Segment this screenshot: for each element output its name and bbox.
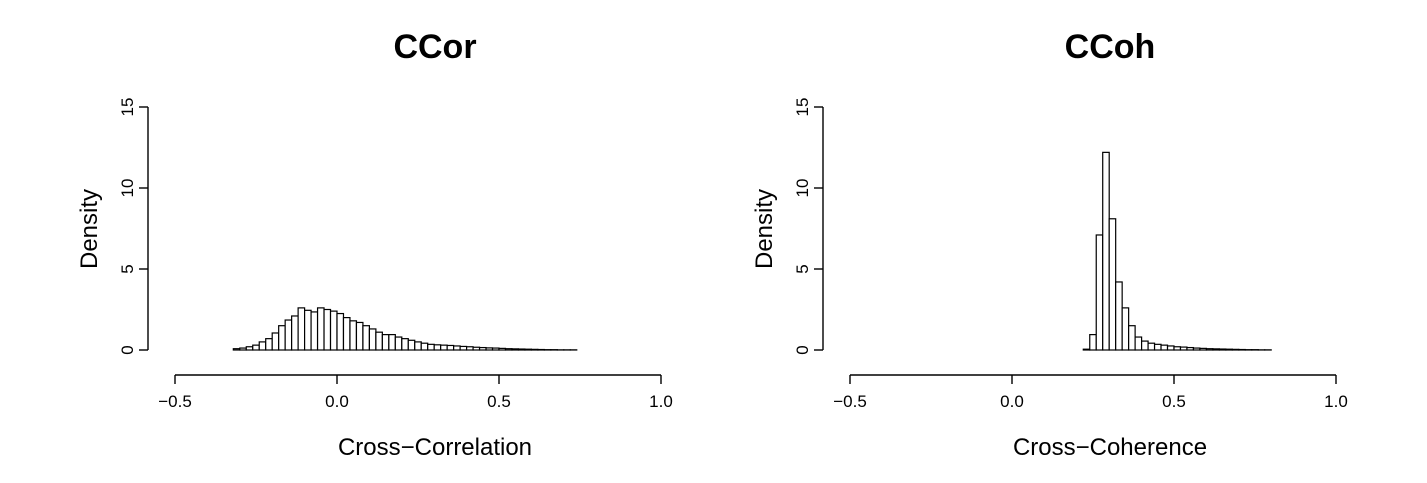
- ccor-histogram-bar: [336, 312, 345, 351]
- ccor-histogram-bar: [291, 315, 299, 351]
- ccoh-histogram-bar: [1115, 281, 1123, 351]
- ccor-histogram-bar: [407, 339, 416, 351]
- ccoh-y-tick-label: 15: [793, 98, 812, 117]
- ccoh-histogram-bar: [1205, 348, 1214, 351]
- ccor-histogram-bar: [401, 338, 409, 351]
- ccoh-histogram-bar: [1147, 342, 1156, 351]
- ccor-histogram-bar: [245, 346, 254, 351]
- ccor-histogram-bar: [239, 347, 247, 351]
- ccor-y-tick-label: 0: [118, 345, 137, 354]
- ccor-histogram-bar: [491, 347, 500, 351]
- ccoh-y-axis-label: Density: [751, 189, 778, 269]
- ccor-histogram-bar: [453, 345, 461, 351]
- ccor-y-axis-label: Density: [76, 189, 103, 269]
- ccoh-histogram-bar: [1218, 348, 1227, 351]
- ccor-histogram-bar: [278, 325, 286, 351]
- ccoh-x-tick-label: 0.5: [1162, 392, 1186, 411]
- ccoh-x-tick-label: 1.0: [1324, 392, 1348, 411]
- ccor-histogram-bar: [433, 344, 442, 351]
- ccor-histogram-bar: [323, 308, 332, 351]
- ccoh-histogram-bar: [1095, 234, 1104, 351]
- ccor-histogram-bar: [284, 319, 293, 351]
- ccor-histogram-bar: [466, 346, 474, 351]
- ccor-histogram-bar: [530, 348, 539, 351]
- ccor-plot-area: −0.5 0.0 0.5 1.0 0 5 10 15: [118, 98, 673, 411]
- ccoh-histogram-bar: [1134, 336, 1143, 351]
- ccoh-histogram-bar: [1089, 334, 1097, 351]
- ccor-histogram-bar: [232, 348, 241, 351]
- ccor-histogram-bar: [297, 307, 306, 351]
- ccoh-histogram-bar: [1082, 348, 1091, 351]
- ccor-title: CCor: [393, 28, 476, 66]
- ccoh-histogram-bar: [1121, 307, 1130, 351]
- ccor-y-tick-label: 15: [118, 98, 137, 117]
- ccor-histogram-bar: [368, 328, 377, 351]
- ccor-histogram-bar: [459, 345, 468, 351]
- ccor-y-tick-label: 5: [118, 264, 137, 273]
- ccoh-histogram-bar: [1140, 340, 1149, 351]
- ccoh-histogram-panel: CCoh Cross−Coherence Density −0.5 0.0 0.5 1…: [751, 28, 1348, 461]
- ccoh-histogram-bar: [1179, 346, 1188, 351]
- ccor-histogram-bar: [362, 325, 371, 351]
- ccor-x-axis-label: Cross−Correlation: [338, 434, 532, 461]
- ccor-x-tick-label: −0.5: [158, 392, 192, 411]
- ccor-histogram-bar: [342, 317, 351, 351]
- ccoh-histogram-bar: [1166, 345, 1175, 351]
- ccor-histogram-bar: [381, 334, 390, 351]
- ccoh-plot-area: −0.5 0.0 0.5 1.0 0 5 10 15: [793, 98, 1348, 411]
- ccor-histogram-bar: [440, 344, 448, 351]
- ccor-histogram-bar: [304, 309, 312, 351]
- ccor-histogram-bar: [478, 346, 487, 351]
- ccor-histogram-bar: [258, 341, 267, 351]
- ccoh-histogram-bar: [1231, 348, 1240, 351]
- ccoh-y-tick-label: 0: [793, 345, 812, 354]
- ccoh-y-tick-label: 5: [793, 264, 812, 273]
- ccor-x-tick-label: 1.0: [649, 392, 673, 411]
- ccor-x-tick-label: 0.5: [487, 392, 511, 411]
- ccor-histogram-bar: [414, 341, 422, 351]
- ccoh-histogram-bar: [1225, 348, 1233, 351]
- ccoh-histogram-bar: [1108, 218, 1117, 351]
- ccoh-x-axis-label: Cross−Coherence: [1013, 434, 1207, 461]
- ccoh-histogram-bar: [1186, 346, 1195, 351]
- ccor-histogram-bar: [355, 321, 364, 351]
- ccor-histogram-bar: [498, 347, 507, 351]
- ccor-histogram-bar: [310, 311, 319, 351]
- ccor-histogram-bar: [446, 344, 455, 351]
- ccor-histogram-bar: [388, 334, 396, 351]
- ccor-histogram-bar: [524, 348, 532, 351]
- ccoh-histogram-bar: [1102, 151, 1110, 351]
- ccor-histogram-bar: [316, 307, 325, 351]
- ccor-histogram-bar: [420, 342, 429, 351]
- ccor-x-tick-label: 0.0: [325, 392, 349, 411]
- ccor-histogram-bar: [427, 343, 435, 351]
- ccoh-histogram-bar: [1199, 347, 1208, 351]
- ccor-histogram-bar: [271, 332, 280, 351]
- ccor-histogram-bar: [375, 331, 383, 351]
- ccoh-x-tick-label: −0.5: [833, 392, 867, 411]
- ccor-histogram-bar: [329, 310, 338, 351]
- ccor-histogram-bar: [511, 348, 520, 351]
- ccoh-histogram-bar: [1128, 325, 1136, 351]
- ccoh-histogram-bar: [1153, 343, 1162, 351]
- ccor-histogram-bar: [265, 338, 273, 351]
- ccor-histogram-panel: CCor Cross−Correlation Density −0.5 0.0 0.…: [76, 28, 673, 461]
- ccor-histogram-bar: [252, 344, 260, 351]
- ccoh-histogram-bar: [1192, 347, 1201, 351]
- ccor-y-tick-label: 10: [118, 179, 137, 198]
- ccoh-histogram-bar: [1160, 344, 1169, 351]
- ccor-histogram-bar: [349, 320, 358, 351]
- ccoh-title: CCoh: [1065, 28, 1156, 66]
- ccor-histogram-bar: [517, 348, 526, 351]
- ccor-histogram-bar: [504, 348, 513, 351]
- ccor-histogram-bar: [394, 336, 403, 351]
- ccoh-histogram-bar: [1173, 346, 1182, 351]
- ccoh-histogram-bar: [1212, 348, 1220, 351]
- ccor-histogram-bar: [472, 346, 481, 351]
- ccor-histogram-bar: [485, 347, 494, 351]
- ccoh-x-tick-label: 0.0: [1000, 392, 1024, 411]
- ccoh-y-tick-label: 10: [793, 179, 812, 198]
